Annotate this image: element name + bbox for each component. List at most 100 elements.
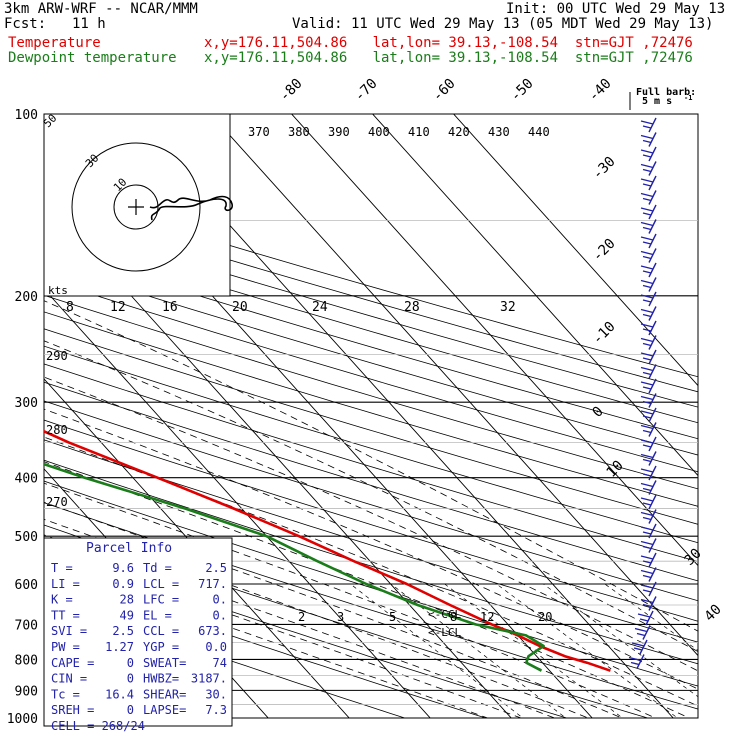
moist-adiabat [44,300,698,632]
plot-frame [43,113,699,719]
mixing-ratio-line [496,583,679,718]
dry-adiabat [44,595,407,718]
parcel-key: LFC = [143,593,179,607]
parcel-value: 3187. [191,672,227,686]
mixing-ratio-label: 12 [480,610,494,624]
parcel-value: 49 [120,608,134,622]
parcel-key: SWEAT= [143,656,186,670]
parcel-value: 2.5 [112,624,134,638]
pressure-label: 200 [15,290,38,305]
temperature-legend: Temperature [8,35,101,51]
mixing-ratio-label: 2 [298,610,305,624]
wind-barb [640,364,657,379]
isotherm-label: -60 [430,76,459,105]
theta-label: 410 [408,125,430,139]
wind-barb [640,320,657,336]
moist-adiabat [44,408,698,690]
parcel-key: Td = [143,561,172,575]
theta-label: 430 [488,125,510,139]
parcel-key: CCL = [143,624,179,638]
theta-label: 390 [328,125,350,139]
forecast-hour: 11 h [72,16,106,32]
isotherm-label: -10 [590,319,619,348]
wind-barb [640,219,657,234]
isotherm [290,114,698,567]
wind-barb [640,494,657,510]
parcel-value: 0. [213,593,227,607]
parcel-key: CAPE = [51,656,94,670]
wind-barb [640,117,657,133]
parcel-key: LAPSE= [143,703,186,717]
hodograph-origin [128,199,144,215]
wind-barb [640,291,657,307]
hodograph-speed-label: 32 [500,300,516,315]
wind-barb [640,132,657,147]
wind-barb [640,161,657,176]
dry-adiabat [44,480,698,687]
isotherm-label: -40 [586,76,615,105]
mixing-ratio-line [390,583,567,718]
wind-barb [640,465,657,481]
hodograph-speed-label: 24 [312,300,328,315]
theta-label: 420 [448,125,470,139]
wind-barb [640,451,657,466]
wind-barb [640,422,657,437]
wind-barb [634,625,651,640]
wind-barb [640,233,657,249]
parcel-key: PW = [51,640,80,654]
isotherm [44,288,431,718]
dewpoint-location: x,y=176.11,504.86 lat,lon= 39.13,-108.54… [204,50,693,66]
forecast-label: Fcst: [4,16,47,32]
parcel-key: CIN = [51,672,87,686]
theta-label: 270 [46,495,68,509]
parcel-value: 1.27 [105,640,134,654]
wind-barb [640,248,657,263]
parcel-info-title: Parcel Info [86,541,172,556]
parcel-value: 673. [198,624,227,638]
theta-label: 440 [528,125,550,139]
hodograph-speed-label: 20 [232,300,248,315]
barb-legend-title: Full barb: [636,87,696,98]
parcel-value: 7.3 [205,703,227,717]
ccl-marker: <-CCL [428,608,461,621]
wind-barb [640,277,657,292]
wind-barb [640,190,657,205]
dry-adiabat [44,459,698,665]
parcel-key: TT = [51,608,80,622]
hodograph-speed-label: kts [48,284,68,297]
isotherm-label: -50 [508,76,537,105]
moist-adiabat [44,548,523,718]
isotherm-label: -20 [590,236,619,265]
wind-barb [640,349,657,365]
dry-adiabat [44,439,698,643]
mixing-ratio-line [444,583,624,718]
dry-adiabat [44,400,698,602]
isotherm [44,378,350,718]
wind-barb [640,204,657,220]
dewpoint-legend: Dewpoint temperature [8,50,177,66]
theta-label: 290 [46,349,68,363]
wind-barb [640,480,657,495]
moist-adiabat [44,340,698,652]
parcel-key: LI = [51,577,80,591]
moist-adiabat [44,518,590,718]
pressure-label: 700 [15,618,38,633]
isotherm-label: -30 [590,154,619,183]
theta-label: 400 [368,125,390,139]
barb-legend-units-exponent: -1 [684,94,692,102]
parcel-key: SREH = [51,703,94,717]
isotherm [209,114,698,657]
wind-barb [640,567,657,582]
isotherm-label: 30 [682,546,705,569]
parcel-key: LCL = [143,577,179,591]
parcel-key: SHEAR= [143,687,186,701]
parcel-value: 30. [205,687,227,701]
parcel-info-panel [43,537,233,727]
parcel-key: YGP = [143,640,179,654]
wind-barb [640,523,657,539]
isotherm-label: -80 [277,76,306,105]
mixing-ratio-line [604,583,698,651]
mixing-ratio-label: 5 [389,610,396,624]
parcel-value: 16.4 [105,687,134,701]
isotherm [452,114,698,387]
